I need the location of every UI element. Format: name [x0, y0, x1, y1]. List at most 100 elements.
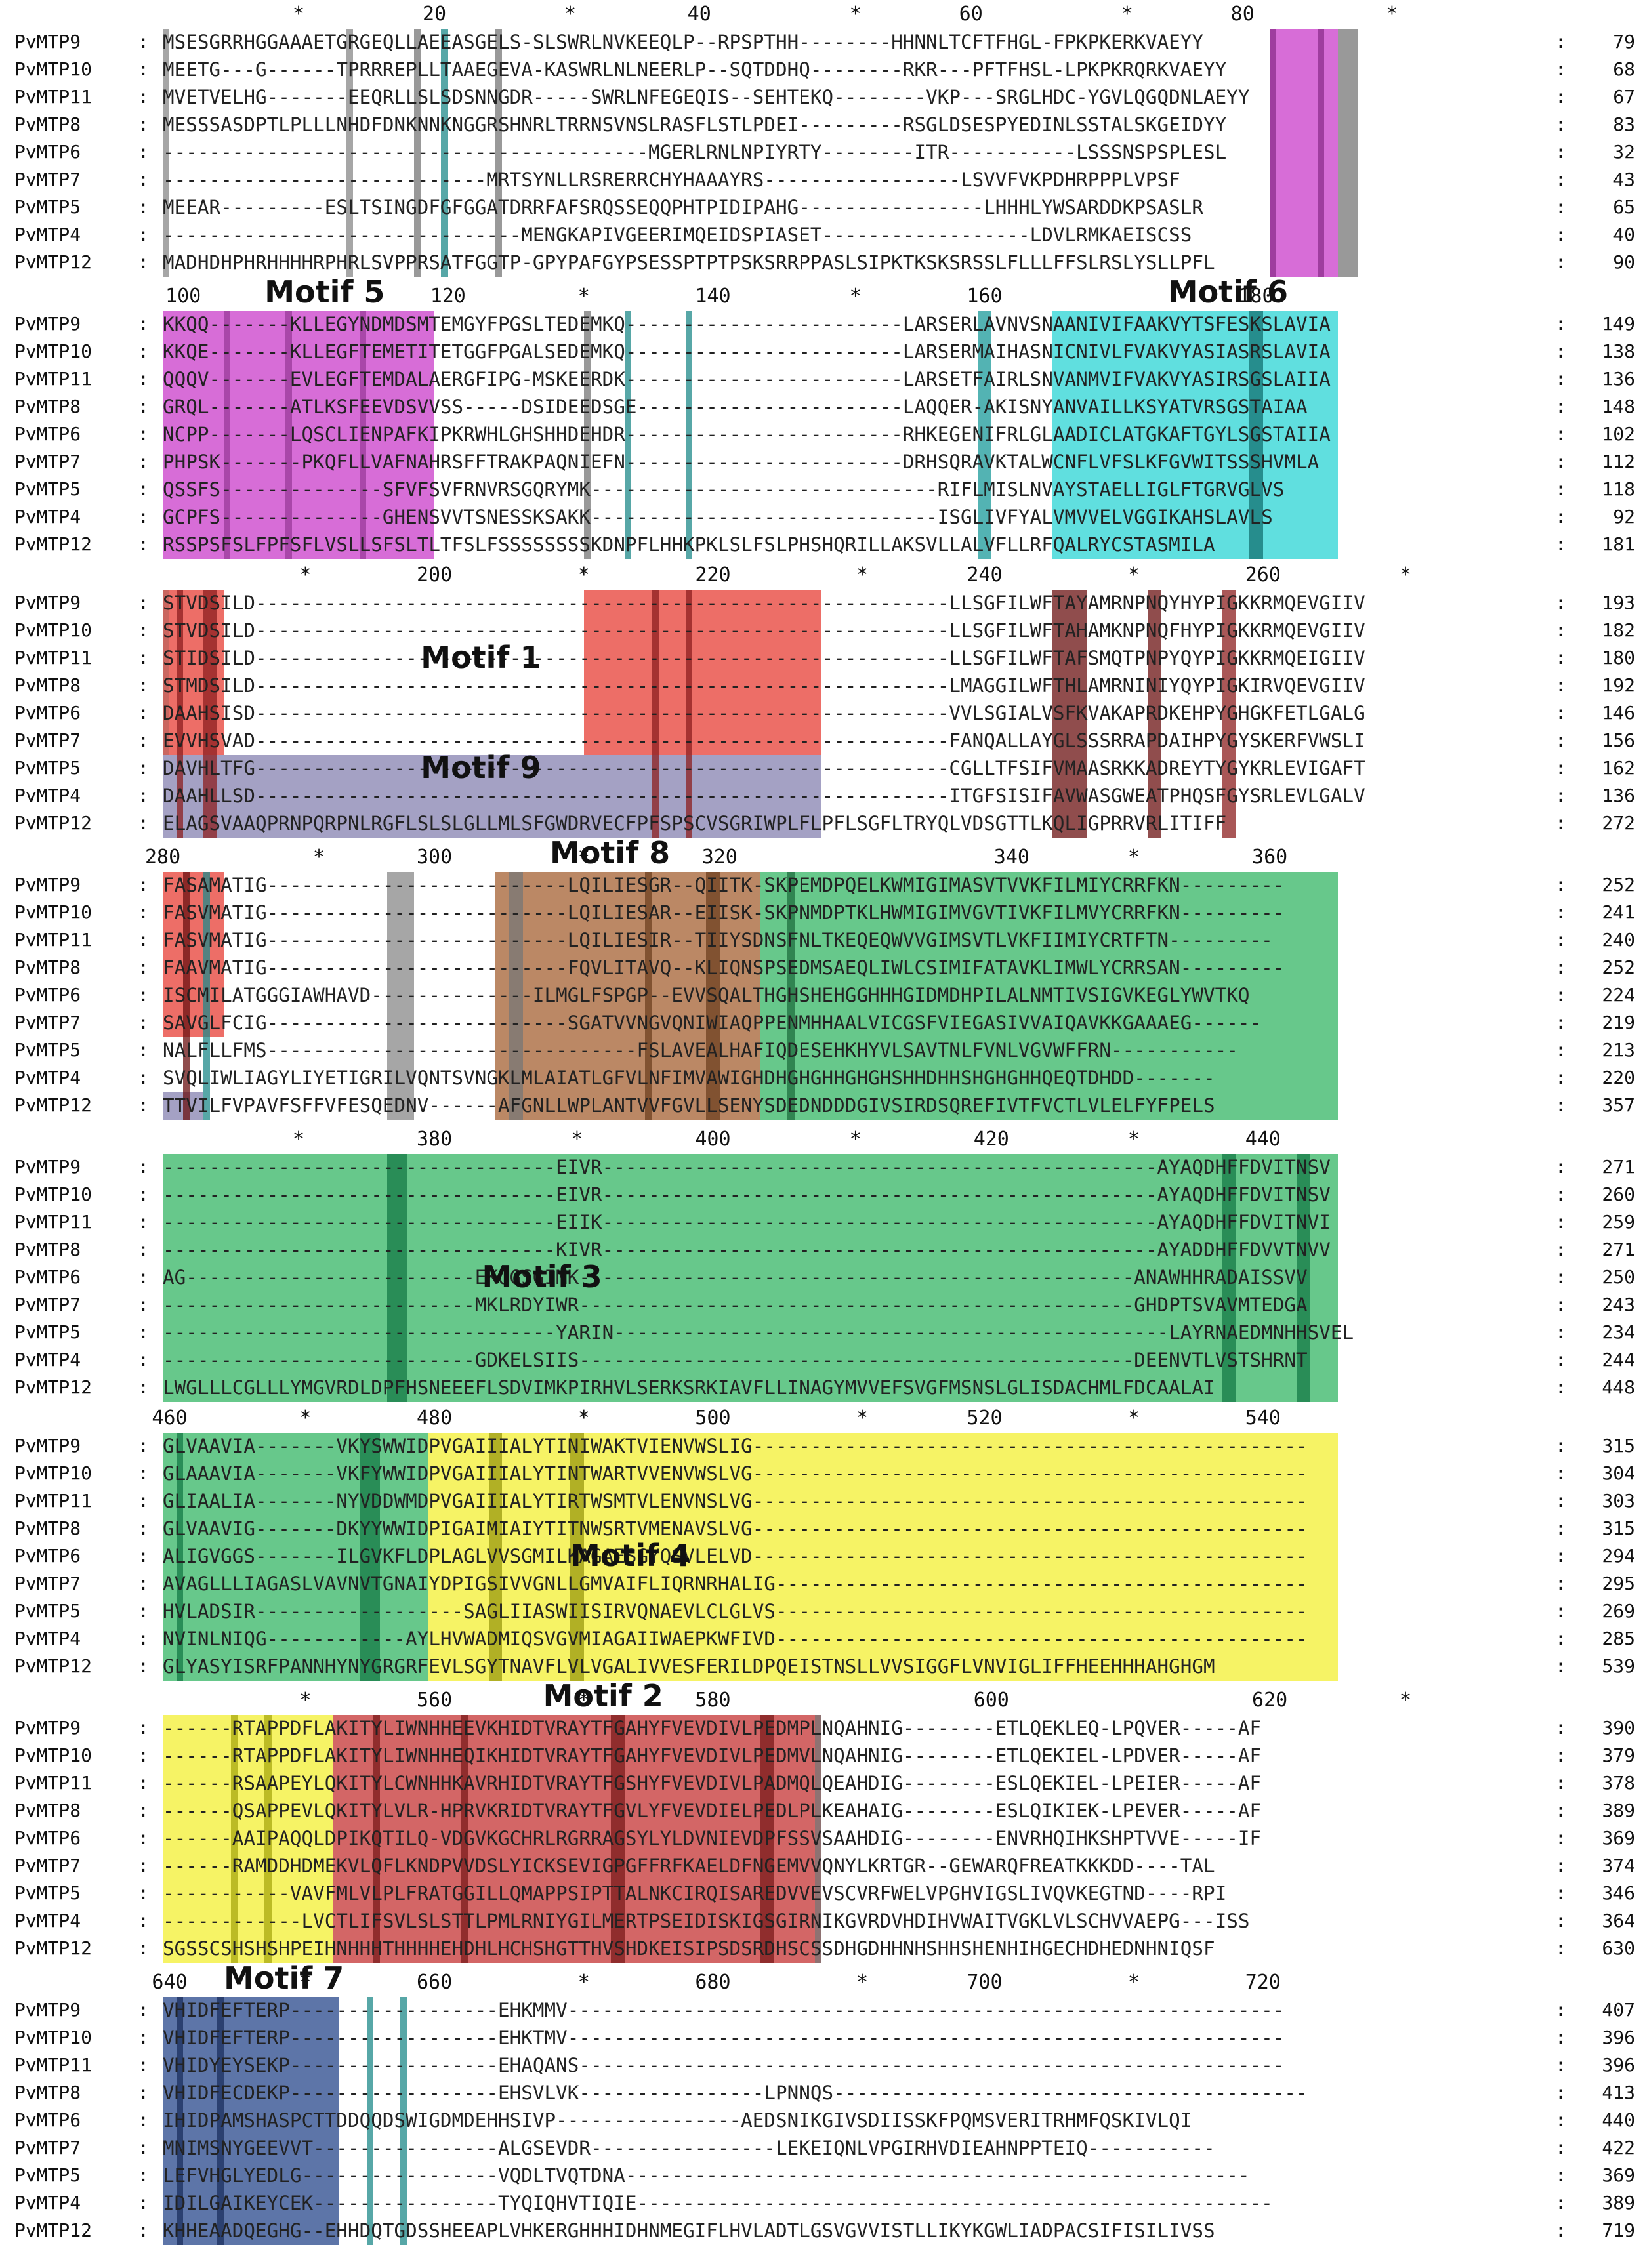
- position-separator: :: [1555, 1628, 1566, 1649]
- sequence-name: PvMTP7: [14, 1573, 81, 1594]
- conserved-column: [495, 29, 503, 277]
- motif3-region: [163, 1433, 428, 1681]
- sequence-residues: ----------------------------------KIVR--…: [163, 1239, 1331, 1261]
- residue-position: 213: [1602, 1039, 1635, 1061]
- sequence-name: PvMTP6: [14, 141, 81, 163]
- sequence-name: PvMTP7: [14, 169, 81, 190]
- conserved-column: [176, 1997, 184, 2245]
- name-separator: :: [138, 113, 149, 135]
- ruler-number: 560: [417, 1689, 453, 1712]
- sequence-row: PvMTP10: STVDSILD------------------------…: [0, 617, 1643, 644]
- sequence-row: PvMTP8: ------QSAPPEVLQKITYLVLR-HPRVKRIDT…: [0, 1798, 1643, 1824]
- position-separator: :: [1555, 1800, 1566, 1821]
- position-separator: :: [1555, 1094, 1566, 1116]
- sequence-row: PvMTP5: QSSFS--------------SFVFSVFRNVRSGQ…: [0, 476, 1643, 503]
- conserved-column: [978, 311, 991, 559]
- position-separator: :: [1555, 674, 1566, 696]
- sequence-name: PvMTP5: [14, 757, 81, 779]
- residue-position: 219: [1602, 1012, 1635, 1033]
- ruler-star: *: [1400, 564, 1412, 587]
- residue-position: 192: [1602, 674, 1635, 696]
- name-separator: :: [138, 1717, 149, 1739]
- conserved-column: [509, 872, 523, 1120]
- position-separator: :: [1555, 1012, 1566, 1033]
- name-separator: :: [138, 785, 149, 806]
- position-separator: :: [1555, 1882, 1566, 1904]
- position-separator: :: [1555, 730, 1566, 751]
- sequence-row: PvMTP9: MSESGRRHGGAAAETGRGEQLLAEEASGELS-S…: [0, 29, 1643, 55]
- position-separator: :: [1555, 1910, 1566, 1931]
- sequence-name: PvMTP9: [14, 592, 81, 613]
- conserved-column: [360, 311, 367, 559]
- name-separator: :: [138, 478, 149, 500]
- sequence-name: PvMTP9: [14, 1435, 81, 1456]
- sequence-row: PvMTP6: AG-------------------------EKQGSG…: [0, 1264, 1643, 1290]
- name-separator: :: [138, 1349, 149, 1371]
- sequence-row: PvMTP11: ------RSAAPEYLQKITYLCWNHHKAVRHID…: [0, 1770, 1643, 1796]
- sequence-residues: -----------VAVFMLVLPLFRATGGILLQMAPPSIPTT…: [163, 1882, 1227, 1905]
- sequence-row: PvMTP5: -----------VAVFMLVLPLFRATGGILLQMA…: [0, 1880, 1643, 1907]
- sequence-residues: ALIGVGGS-------ILGVKFLDPLAGLVVSGMILKAGAE…: [163, 1545, 1308, 1567]
- ruler-number: 440: [1245, 1128, 1281, 1151]
- sequence-name: PvMTP10: [14, 340, 93, 362]
- residue-position: 102: [1602, 423, 1635, 445]
- motif2-region: [332, 1715, 822, 1963]
- sequence-residues: ---------------------------MKLRDYIWR----…: [163, 1294, 1308, 1316]
- ruler-star: *: [577, 1407, 590, 1430]
- position-separator: :: [1555, 1462, 1566, 1484]
- position-separator: :: [1555, 141, 1566, 163]
- sequence-name: PvMTP5: [14, 2164, 81, 2186]
- sequence-residues: ---------------------------GDKELSIIS----…: [163, 1349, 1308, 1371]
- name-separator: :: [138, 224, 149, 245]
- name-separator: :: [138, 396, 149, 417]
- position-separator: :: [1555, 2027, 1566, 2048]
- sequence-name: PvMTP4: [14, 1067, 81, 1088]
- position-separator: :: [1555, 757, 1566, 779]
- sequence-name: PvMTP7: [14, 451, 81, 472]
- sequence-row: PvMTP5: NALFLLFMS------------------------…: [0, 1037, 1643, 1063]
- sequence-row: PvMTP6: ISCMILATGGGIAWHAVD--------------I…: [0, 982, 1643, 1008]
- position-separator: :: [1555, 196, 1566, 218]
- name-separator: :: [138, 2164, 149, 2186]
- sequence-name: PvMTP11: [14, 1490, 93, 1512]
- residue-position: 315: [1602, 1517, 1635, 1539]
- name-separator: :: [138, 812, 149, 834]
- conserved-column: [814, 1715, 822, 1963]
- name-separator: :: [138, 533, 149, 555]
- sequence-name: PvMTP11: [14, 2054, 93, 2076]
- position-separator: :: [1555, 1067, 1566, 1088]
- conserved-column: [787, 872, 795, 1120]
- sequence-name: PvMTP8: [14, 1239, 81, 1260]
- name-separator: :: [138, 1435, 149, 1456]
- residue-position: 83: [1613, 113, 1635, 135]
- name-separator: :: [138, 592, 149, 613]
- ruler-number: 580: [695, 1689, 731, 1712]
- residue-position: 374: [1602, 1855, 1635, 1876]
- sequence-residues: MESSSASDPTLPLLLNHDFDNKNNKNGGRSHNRLTRRNSV…: [163, 113, 1227, 136]
- conserved-column: [183, 872, 190, 1120]
- sequence-name: PvMTP8: [14, 1517, 81, 1539]
- motif7-region: [163, 1997, 340, 2245]
- sequence-name: PvMTP7: [14, 1012, 81, 1033]
- residue-position: 193: [1602, 592, 1635, 613]
- residue-position: 118: [1602, 478, 1635, 500]
- sequence-row: PvMTP10: ------RTAPPDFLAKITYLIWNHHEQIKHID…: [0, 1742, 1643, 1769]
- ruler-number: 460: [152, 1407, 188, 1430]
- conserved-column: [760, 1715, 774, 1963]
- name-separator: :: [138, 451, 149, 472]
- sequence-residues: STMDSILD--------------------------------…: [163, 674, 1365, 697]
- sequence-residues: ----------------------------------YARIN-…: [163, 1321, 1354, 1344]
- position-separator: :: [1555, 2054, 1566, 2076]
- sequence-residues: FASVMATIG--------------------------LQILI…: [163, 929, 1273, 951]
- conserved-column: [1222, 590, 1236, 838]
- residue-position: 346: [1602, 1882, 1635, 1904]
- ruler-star: *: [313, 846, 325, 869]
- position-separator: :: [1555, 2082, 1566, 2103]
- sequence-residues: DAAHSISD--------------------------------…: [163, 702, 1365, 724]
- name-separator: :: [138, 196, 149, 218]
- residue-position: 181: [1602, 533, 1635, 555]
- conserved-column: [386, 1154, 407, 1402]
- conserved-column: [360, 1433, 381, 1681]
- name-separator: :: [138, 1039, 149, 1061]
- sequence-row: PvMTP5: MEEAR---------ESLTSINGDFGFGGATDRR…: [0, 194, 1643, 220]
